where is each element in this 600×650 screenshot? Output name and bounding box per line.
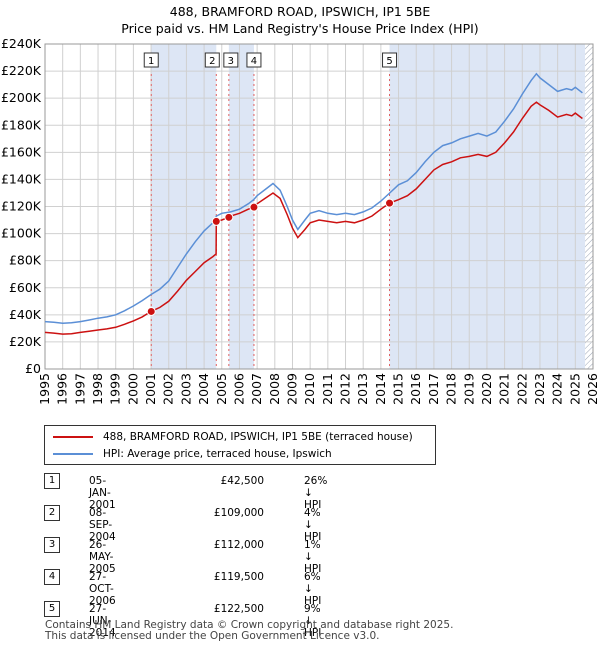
x-tick-label: 2005 — [214, 373, 229, 405]
sale-hpi-diff: 1% ↓ HPI — [304, 539, 322, 575]
sale-number-badge: 5 — [44, 601, 60, 617]
x-tick-label: 2015 — [391, 373, 406, 405]
sale-point — [146, 306, 156, 316]
x-tick-label: 2000 — [125, 373, 140, 405]
sale-number-badge: 1 — [44, 473, 60, 489]
x-tick-label: 2016 — [408, 373, 423, 405]
y-tick-label: £160K — [1, 144, 42, 159]
x-tick-label: 2023 — [532, 373, 547, 405]
y-tick-label: £80K — [9, 253, 42, 268]
sale-date: 26-MAY-2005 — [89, 539, 116, 575]
x-tick-label: 2004 — [196, 373, 211, 405]
sale-label-text: 1 — [148, 56, 154, 67]
sale-point — [385, 198, 395, 208]
sale-date: 27-OCT-2006 — [89, 571, 116, 607]
sale-point — [224, 212, 234, 222]
y-tick-label: £240K — [1, 36, 42, 51]
y-tick-label: £0 — [25, 361, 41, 376]
footer-copyright: Contains HM Land Registry data © Crown c… — [45, 619, 454, 631]
x-tick-label: 2017 — [426, 373, 441, 405]
x-tick-label: 1995 — [37, 373, 52, 405]
y-tick-label: £180K — [1, 117, 42, 132]
x-tick-label: 2024 — [550, 373, 565, 405]
x-tick-label: 2021 — [497, 373, 512, 405]
x-tick-label: 2001 — [143, 373, 158, 405]
x-tick-label: 1998 — [90, 373, 105, 405]
sale-label-box — [143, 52, 159, 68]
x-tick-label: 1997 — [72, 373, 87, 405]
sale-date: 05-JAN-2001 — [89, 475, 116, 511]
legend-price-paid-label: 488, BRAMFORD ROAD, IPSWICH, IP1 5BE (te… — [103, 431, 413, 443]
legend-item-hpi: HPI: Average price, terraced house, Ipsw… — [53, 446, 332, 462]
sale-hpi-diff: 26% ↓ HPI — [304, 475, 328, 511]
sale-label-text: 4 — [251, 56, 257, 67]
sale-date: 27-JUN-2014 — [89, 603, 116, 639]
sale-hpi-diff: 4% ↓ HPI — [304, 507, 322, 543]
sale-number-badge: 3 — [44, 537, 60, 553]
hpi-line-icon — [53, 453, 93, 455]
sale-price: £112,000 — [213, 539, 264, 551]
plot-border — [44, 43, 594, 370]
price-paid-series-line — [44, 101, 583, 335]
x-tick-label: 2010 — [302, 373, 317, 405]
sale-number-badge: 2 — [44, 505, 60, 521]
x-tick-label: 1999 — [108, 373, 123, 405]
x-tick-label: 2003 — [178, 373, 193, 405]
x-tick-label: 2011 — [320, 373, 335, 405]
sale-price: £109,000 — [213, 507, 264, 519]
sale-hpi-diff: 9% ↓ HPI — [304, 603, 322, 639]
legend-hpi-label: HPI: Average price, terraced house, Ipsw… — [103, 448, 332, 460]
y-tick-label: £120K — [1, 199, 42, 214]
footer-licence: This data is licensed under the Open Gov… — [45, 630, 380, 642]
sale-price: £122,500 — [213, 603, 264, 615]
y-tick-label: £100K — [1, 226, 42, 241]
y-tick-label: £40K — [9, 307, 42, 322]
x-tick-label: 2018 — [444, 373, 459, 405]
x-tick-label: 2019 — [461, 373, 476, 405]
chart-subtitle: Price paid vs. HM Land Registry's House … — [121, 21, 478, 36]
sale-date: 08-SEP-2004 — [89, 507, 116, 543]
footer: Contains HM Land Registry data © Crown c… — [45, 620, 453, 642]
sale-price: £119,500 — [213, 571, 264, 583]
hpi-series-line — [44, 72, 583, 324]
x-tick-label: 2008 — [267, 373, 282, 405]
x-tick-label: 2014 — [373, 373, 388, 405]
x-tick-label: 2007 — [249, 373, 264, 405]
y-tick-label: £20K — [9, 334, 42, 349]
x-tick-label: 2009 — [284, 373, 299, 405]
sale-point — [249, 202, 259, 212]
legend: 488, BRAMFORD ROAD, IPSWICH, IP1 5BE (te… — [44, 425, 436, 465]
x-tick-label: 2025 — [567, 373, 582, 405]
x-tick-label: 2026 — [585, 373, 600, 405]
y-tick-label: £220K — [1, 63, 42, 78]
sale-label-box — [382, 52, 398, 68]
y-tick-label: £140K — [1, 171, 42, 186]
x-tick-label: 2013 — [355, 373, 370, 405]
x-tick-label: 2022 — [514, 373, 529, 405]
chart-title: 488, BRAMFORD ROAD, IPSWICH, IP1 5BE — [170, 4, 431, 19]
sale-point — [211, 216, 221, 226]
chart-svg: 488, BRAMFORD ROAD, IPSWICH, IP1 5BE Pri… — [1, 4, 600, 405]
sale-number-badge: 4 — [44, 569, 60, 585]
sale-label-text: 5 — [386, 56, 392, 67]
y-tick-label: £200K — [1, 90, 42, 105]
x-tick-label: 2020 — [479, 373, 494, 405]
y-tick-label: £60K — [9, 280, 42, 295]
sale-label-text: 3 — [228, 56, 234, 67]
x-tick-label: 1996 — [55, 373, 70, 405]
x-tick-label: 2012 — [338, 373, 353, 405]
price-paid-line-icon — [53, 436, 93, 438]
x-tick-label: 2002 — [161, 373, 176, 405]
legend-item-price-paid: 488, BRAMFORD ROAD, IPSWICH, IP1 5BE (te… — [53, 429, 413, 445]
sale-price: £42,500 — [220, 475, 264, 487]
sale-hpi-diff: 6% ↓ HPI — [304, 571, 322, 607]
sale-label-box — [246, 52, 262, 68]
x-tick-label: 2006 — [231, 373, 246, 405]
sale-label-box — [223, 52, 239, 68]
sale-label-box — [204, 52, 220, 68]
sale-label-text: 2 — [209, 56, 215, 67]
